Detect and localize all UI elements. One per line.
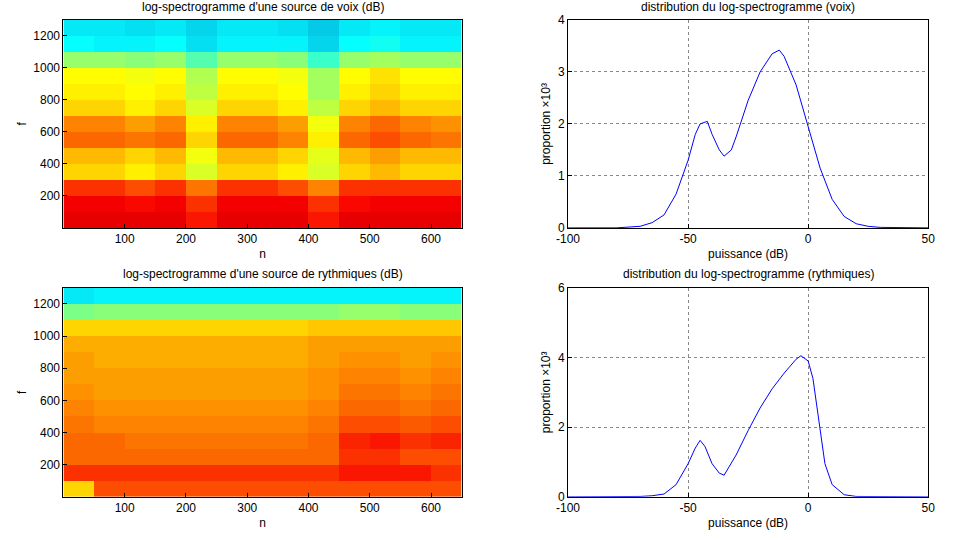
- svg-text:200: 200: [176, 232, 196, 246]
- svg-text:300: 300: [237, 232, 257, 246]
- svg-text:proportion ×10³: proportion ×10³: [539, 351, 553, 433]
- svg-text:-50: -50: [679, 232, 697, 246]
- svg-text:distribution du log-spectrogra: distribution du log-spectrogramme (rythm…: [623, 267, 874, 281]
- svg-text:1000: 1000: [33, 329, 60, 343]
- svg-text:f: f: [15, 122, 29, 126]
- svg-text:100: 100: [115, 232, 135, 246]
- svg-text:-100: -100: [556, 501, 580, 515]
- svg-text:400: 400: [298, 232, 318, 246]
- svg-text:1000: 1000: [33, 61, 60, 75]
- svg-text:1: 1: [558, 169, 565, 183]
- svg-text:f: f: [15, 390, 29, 394]
- svg-text:1200: 1200: [33, 297, 60, 311]
- svg-text:4: 4: [558, 13, 565, 27]
- svg-text:800: 800: [40, 361, 60, 375]
- svg-text:400: 400: [298, 501, 318, 515]
- svg-text:distribution du log-spectrogra: distribution du log-spectrogramme (voix): [641, 0, 855, 14]
- svg-text:600: 600: [421, 501, 441, 515]
- svg-text:200: 200: [176, 501, 196, 515]
- svg-text:log-spectrogramme d'une source: log-spectrogramme d'une source de voix (…: [142, 0, 384, 14]
- svg-text:50: 50: [921, 232, 935, 246]
- svg-text:0: 0: [558, 221, 565, 235]
- svg-text:0: 0: [558, 490, 565, 504]
- svg-text:200: 200: [40, 189, 60, 203]
- svg-text:puissance (dB): puissance (dB): [708, 247, 788, 261]
- svg-text:400: 400: [40, 426, 60, 440]
- svg-text:200: 200: [40, 458, 60, 472]
- svg-text:-50: -50: [679, 501, 697, 515]
- svg-text:600: 600: [40, 394, 60, 408]
- svg-text:2: 2: [558, 117, 565, 131]
- svg-text:0: 0: [805, 232, 812, 246]
- svg-text:4: 4: [558, 351, 565, 365]
- svg-text:6: 6: [558, 281, 565, 295]
- svg-text:n: n: [259, 516, 266, 530]
- svg-text:proportion ×10³: proportion ×10³: [539, 83, 553, 165]
- svg-text:600: 600: [40, 125, 60, 139]
- svg-text:log-spectrogramme d'une source: log-spectrogramme d'une source de rythmi…: [123, 267, 403, 281]
- svg-text:2: 2: [558, 420, 565, 434]
- svg-text:1200: 1200: [33, 29, 60, 43]
- svg-text:800: 800: [40, 93, 60, 107]
- svg-text:500: 500: [360, 501, 380, 515]
- svg-text:400: 400: [40, 157, 60, 171]
- svg-text:puissance (dB): puissance (dB): [708, 516, 788, 530]
- svg-text:600: 600: [421, 232, 441, 246]
- svg-text:3: 3: [558, 65, 565, 79]
- svg-text:300: 300: [237, 501, 257, 515]
- svg-text:n: n: [259, 247, 266, 261]
- svg-text:100: 100: [115, 501, 135, 515]
- svg-text:50: 50: [921, 501, 935, 515]
- svg-text:-100: -100: [556, 232, 580, 246]
- svg-text:0: 0: [805, 501, 812, 515]
- svg-text:500: 500: [360, 232, 380, 246]
